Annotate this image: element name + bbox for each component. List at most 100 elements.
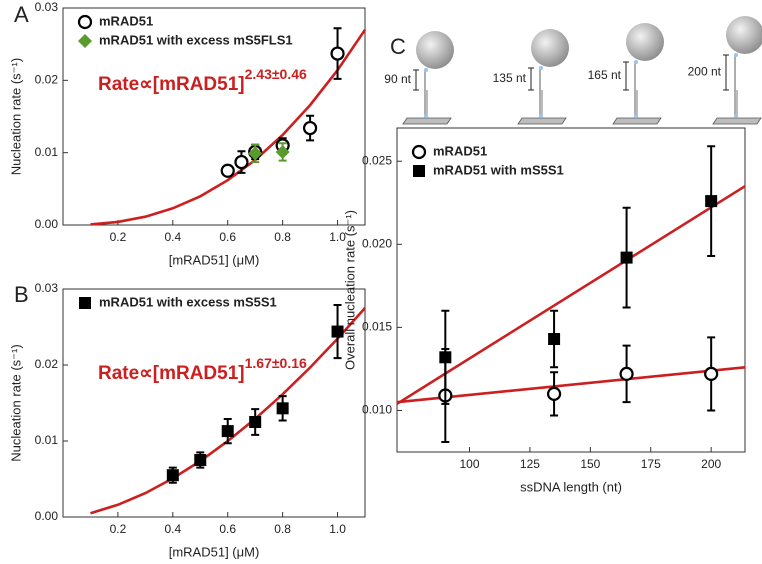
- anchor: [634, 114, 638, 118]
- point: [330, 46, 345, 61]
- legend-marker: [78, 34, 92, 48]
- x-tick-label: 100: [459, 457, 479, 471]
- point: [194, 454, 207, 466]
- point: [221, 425, 234, 438]
- surface: [612, 117, 662, 125]
- plot-frame: [62, 288, 366, 518]
- point: [220, 163, 235, 178]
- legend-marker: [79, 297, 91, 309]
- x-axis-label: [mRAD51] (μM): [169, 544, 260, 559]
- legend-marker: [77, 14, 93, 30]
- y-tick-label: 0.025: [362, 153, 392, 167]
- x-tick-label: 200: [701, 457, 721, 471]
- x-tick-label: 1.0: [329, 522, 346, 536]
- anchor: [539, 114, 543, 118]
- anchor: [634, 60, 638, 64]
- panel-label: C: [390, 34, 406, 59]
- length-bracket: [413, 69, 419, 91]
- length-bracket: [723, 54, 729, 91]
- diagram-label: 200 nt: [688, 65, 722, 79]
- diagram-label: 135 nt: [493, 71, 527, 85]
- length-bracket: [623, 61, 629, 91]
- fit-line: [396, 185, 746, 405]
- panel-label: B: [14, 282, 29, 307]
- annotation: Rate∝[mRAD51]2.43±0.46: [98, 66, 307, 95]
- anchor: [424, 68, 428, 72]
- annotation-exponent: 1.67±0.16: [245, 355, 307, 371]
- diagram-label: 165 nt: [588, 68, 622, 82]
- point: [166, 469, 179, 482]
- legend-marker: [413, 165, 425, 177]
- fit-line: [90, 307, 366, 515]
- surface: [402, 117, 452, 125]
- x-tick-label: 0.8: [274, 522, 291, 536]
- x-tick-label: 0.8: [274, 230, 291, 244]
- y-tick-label: 0.01: [35, 433, 59, 447]
- x-tick-label: 0.4: [164, 522, 181, 536]
- point: [248, 146, 263, 161]
- x-tick-label: 175: [641, 457, 661, 471]
- bead: [531, 29, 569, 67]
- fit-line: [396, 366, 746, 404]
- y-tick-label: 0.015: [362, 320, 392, 334]
- legend-label: mRAD51: [99, 13, 153, 28]
- point: [249, 416, 262, 428]
- point: [275, 144, 290, 159]
- annotation: Rate∝[mRAD51]1.67±0.16: [98, 355, 307, 384]
- point: [276, 402, 289, 415]
- x-tick-label: 0.2: [110, 522, 127, 536]
- y-tick-label: 0.00: [35, 509, 59, 523]
- legend-label: mRAD51 with excess mS5FLS1: [99, 32, 293, 47]
- surface: [712, 117, 762, 125]
- legend-label: mRAD51 with excess mS5S1: [99, 294, 277, 309]
- point: [548, 333, 561, 346]
- y-tick-label: 0.02: [35, 73, 59, 87]
- anchor: [539, 66, 543, 70]
- legend-label: mRAD51 with mS5S1: [433, 162, 564, 177]
- x-tick-label: 1.0: [329, 230, 346, 244]
- surface: [517, 117, 567, 125]
- y-tick-label: 0.02: [35, 357, 59, 371]
- x-tick-label: 0.6: [219, 522, 236, 536]
- point: [704, 366, 719, 382]
- y-tick-label: 0.01: [35, 145, 59, 159]
- bead: [416, 31, 454, 69]
- x-tick-label: 150: [580, 457, 600, 471]
- point: [234, 154, 249, 170]
- x-tick-label: 0.2: [110, 230, 127, 244]
- legend-marker: [411, 144, 427, 160]
- x-tick-label: 125: [520, 457, 540, 471]
- anchor: [734, 114, 738, 118]
- bead: [626, 23, 664, 61]
- length-bracket: [528, 67, 534, 91]
- point: [705, 195, 718, 208]
- x-axis-label: [mRAD51] (μM): [169, 252, 260, 267]
- point: [439, 351, 452, 364]
- point: [546, 386, 562, 401]
- y-axis-label: Overall nucleation rate (s⁻¹): [342, 210, 357, 370]
- y-tick-label: 0.020: [362, 236, 392, 250]
- x-tick-label: 0.6: [219, 230, 236, 244]
- y-tick-label: 0.03: [35, 281, 59, 295]
- fit-line: [90, 29, 367, 226]
- x-tick-label: 0.4: [164, 230, 181, 244]
- legend-label: mRAD51: [433, 143, 487, 158]
- plot-frame: [396, 127, 746, 453]
- anchor: [424, 114, 428, 118]
- diagram-label: 90 nt: [384, 72, 411, 86]
- annotation-base: Rate∝[mRAD51]: [98, 74, 245, 95]
- y-tick-label: 0.00: [35, 217, 59, 231]
- annotation-base: Rate∝[mRAD51]: [98, 363, 245, 384]
- point: [619, 366, 634, 382]
- point: [620, 251, 633, 264]
- x-axis-label: ssDNA length (nt): [520, 479, 622, 494]
- y-axis-label: Nucleation rate (s⁻¹): [8, 58, 23, 175]
- panel-label: A: [14, 2, 29, 27]
- y-tick-label: 0.03: [35, 0, 59, 14]
- bead: [726, 16, 762, 54]
- annotation-exponent: 2.43±0.46: [245, 66, 307, 82]
- y-tick-label: 0.010: [362, 403, 392, 417]
- y-axis-label: Nucleation rate (s⁻¹): [8, 344, 23, 461]
- point: [331, 325, 344, 338]
